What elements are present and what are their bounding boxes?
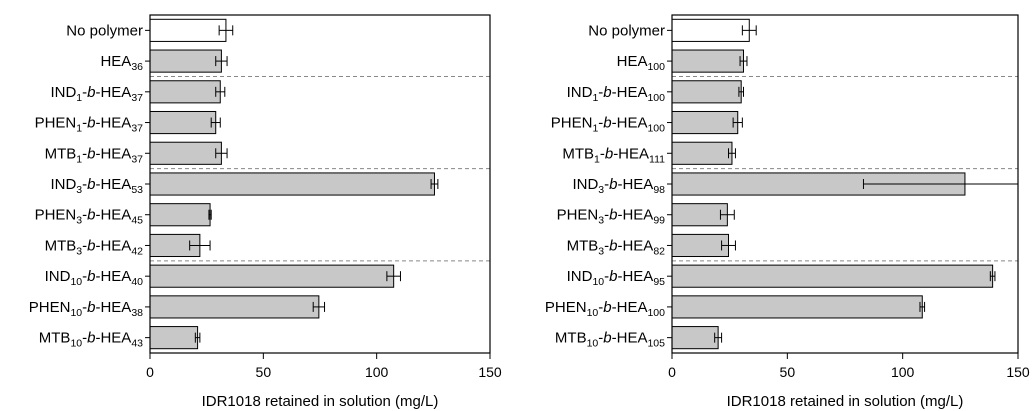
x-tick-label: 50 bbox=[256, 364, 272, 380]
bar bbox=[149, 18, 227, 42]
bar bbox=[671, 264, 994, 288]
category-label: IND10-b-HEA40 bbox=[45, 268, 144, 288]
x-tick-label: 0 bbox=[668, 364, 676, 380]
bar bbox=[671, 110, 739, 135]
plot-frame bbox=[671, 14, 1019, 354]
category-label: MTB3-b-HEA82 bbox=[567, 237, 666, 257]
bar bbox=[671, 80, 742, 104]
category-label: IND3-b-HEA98 bbox=[572, 176, 665, 196]
category-label: No polymer bbox=[588, 22, 665, 39]
category-label: No polymer bbox=[66, 22, 143, 39]
category-label: HEA100 bbox=[617, 53, 666, 73]
x-tick-label: 0 bbox=[146, 364, 154, 380]
bar bbox=[671, 203, 728, 227]
bar bbox=[671, 141, 733, 165]
category-label: PHEN3-b-HEA99 bbox=[557, 207, 666, 227]
x-tick-label: 150 bbox=[1006, 364, 1030, 380]
x-tick-label: 100 bbox=[891, 364, 915, 380]
bar bbox=[671, 295, 923, 319]
category-label: MTB3-b-HEA42 bbox=[45, 237, 144, 257]
category-label: PHEN10-b-HEA38 bbox=[29, 299, 143, 319]
bar bbox=[149, 295, 320, 319]
bar bbox=[149, 80, 221, 104]
bar bbox=[149, 172, 435, 196]
x-tick-label: 150 bbox=[478, 364, 502, 380]
category-label: MTB10-b-HEA105 bbox=[555, 330, 665, 350]
bar bbox=[149, 326, 199, 350]
category-label: HEA36 bbox=[100, 53, 143, 73]
x-tick-label: 50 bbox=[780, 364, 796, 380]
category-label: MTB1-b-HEA111 bbox=[562, 145, 665, 165]
bar bbox=[149, 141, 222, 165]
chart-panel-2: No polymer HEA100 IND1-b-HEA100 PHEN1-b-HEA… bbox=[545, 14, 1030, 410]
x-axis-title: IDR1018 retained in solution (mg/L) bbox=[202, 393, 439, 410]
x-axis-title: IDR1018 retained in solution (mg/L) bbox=[727, 393, 964, 410]
bar bbox=[671, 18, 750, 42]
category-label: IND1-b-HEA100 bbox=[567, 84, 666, 104]
category-label: MTB1-b-HEA37 bbox=[45, 145, 144, 165]
category-label: IND1-b-HEA37 bbox=[50, 84, 143, 104]
category-label: PHEN1-b-HEA100 bbox=[551, 115, 665, 135]
category-label: PHEN1-b-HEA37 bbox=[35, 115, 144, 135]
category-label: PHEN10-b-HEA100 bbox=[545, 299, 665, 319]
category-label: IND10-b-HEA95 bbox=[567, 268, 666, 288]
plot-frame bbox=[149, 14, 491, 354]
bar bbox=[149, 49, 222, 73]
category-label: IND3-b-HEA53 bbox=[50, 176, 143, 196]
chart-panel-1: No polymer HEA36 IND1-b-HEA37 PHEN1-b-HEA37… bbox=[29, 14, 502, 410]
bar bbox=[149, 264, 395, 288]
category-label: PHEN3-b-HEA45 bbox=[35, 207, 144, 227]
bar bbox=[671, 326, 719, 350]
category-label: MTB10-b-HEA43 bbox=[39, 330, 143, 350]
bar bbox=[671, 49, 745, 73]
bar bbox=[149, 203, 211, 227]
x-tick-label: 100 bbox=[365, 364, 389, 380]
bar bbox=[149, 110, 217, 135]
bar bbox=[671, 233, 730, 258]
